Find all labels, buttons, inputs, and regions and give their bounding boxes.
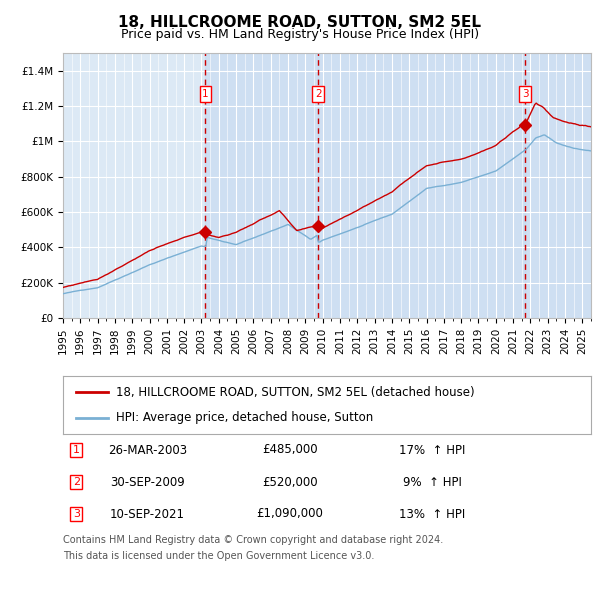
Text: 18, HILLCROOME ROAD, SUTTON, SM2 5EL: 18, HILLCROOME ROAD, SUTTON, SM2 5EL [119, 15, 482, 30]
Text: 18, HILLCROOME ROAD, SUTTON, SM2 5EL (detached house): 18, HILLCROOME ROAD, SUTTON, SM2 5EL (de… [116, 386, 475, 399]
Text: 3: 3 [73, 509, 80, 519]
Text: 1: 1 [202, 89, 209, 99]
Text: 10-SEP-2021: 10-SEP-2021 [110, 507, 185, 520]
Text: HPI: Average price, detached house, Sutton: HPI: Average price, detached house, Sutt… [116, 411, 373, 424]
Text: £485,000: £485,000 [262, 444, 318, 457]
Text: Contains HM Land Registry data © Crown copyright and database right 2024.: Contains HM Land Registry data © Crown c… [63, 535, 443, 545]
Text: 2: 2 [315, 89, 322, 99]
Text: 30-SEP-2009: 30-SEP-2009 [110, 476, 185, 489]
Text: £520,000: £520,000 [262, 476, 318, 489]
Text: 2: 2 [73, 477, 80, 487]
Text: 13%  ↑ HPI: 13% ↑ HPI [400, 507, 466, 520]
Text: This data is licensed under the Open Government Licence v3.0.: This data is licensed under the Open Gov… [63, 551, 374, 561]
Bar [525, 53, 591, 318]
Bar [205, 53, 319, 318]
Text: 17%  ↑ HPI: 17% ↑ HPI [400, 444, 466, 457]
Text: 9%  ↑ HPI: 9% ↑ HPI [403, 476, 462, 489]
Text: 1: 1 [73, 445, 80, 455]
Bar [319, 53, 525, 318]
Text: Price paid vs. HM Land Registry's House Price Index (HPI): Price paid vs. HM Land Registry's House … [121, 28, 479, 41]
Text: 26-MAR-2003: 26-MAR-2003 [108, 444, 187, 457]
Text: £1,090,000: £1,090,000 [257, 507, 323, 520]
Text: 3: 3 [522, 89, 529, 99]
